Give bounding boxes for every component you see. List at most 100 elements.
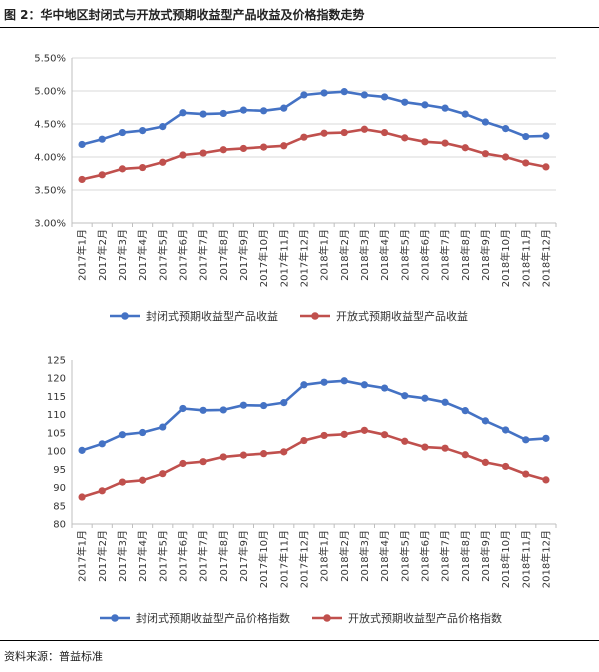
yield-x-tick-label: 2018年8月	[459, 229, 472, 281]
index-series-1-point	[138, 428, 147, 437]
index-series-1-point	[159, 423, 167, 431]
yield-legend-swatch-marker	[311, 312, 319, 320]
yield-series-1-point	[481, 118, 490, 126]
yield-x-tick-label: 2018年5月	[398, 229, 411, 281]
index-series-2-point	[421, 443, 429, 451]
index-series-2-point	[199, 458, 207, 466]
yield-series-2-point	[138, 163, 147, 172]
index-series-1-point	[421, 394, 429, 402]
index-series-2-point	[78, 493, 86, 501]
yield-x-tick-label: 2018年2月	[338, 229, 351, 281]
index-series-2-point	[280, 448, 288, 456]
index-series-1-point	[118, 431, 127, 439]
index-x-tick-label: 2018年7月	[439, 530, 452, 582]
yield-series-1-point	[259, 107, 268, 115]
yield-x-tick-label: 2017年2月	[96, 229, 109, 281]
index-legend-label: 封闭式预期收益型产品价格指数	[136, 611, 290, 625]
index-series-2-point	[441, 444, 449, 452]
yield-series-2-point	[98, 171, 106, 179]
yield-x-tick-label: 2017年9月	[237, 229, 250, 281]
yield-series-2-point	[159, 158, 167, 166]
index-series-2-point	[401, 437, 409, 445]
index-series-1-point	[78, 446, 86, 454]
index-series-2-point	[360, 426, 369, 434]
yield-legend-label: 开放式预期收益型产品收益	[336, 309, 468, 323]
yield-series-1-point	[320, 89, 328, 97]
yield-line-chart: 3.00% 3.50% 4.00% 4.50% 5.00% 5.50% 2017年1月 201…	[34, 54, 557, 323]
index-series-2-point	[159, 470, 167, 478]
index-x-tick-label: 2017年5月	[156, 530, 169, 582]
index-x-tick-label: 2018年5月	[398, 530, 411, 582]
yield-x-tick-label: 2018年7月	[439, 229, 452, 281]
index-series-1-point	[461, 407, 469, 415]
yield-y-tick-label: 4.00%	[34, 153, 66, 164]
index-series-1-point	[360, 381, 369, 389]
index-x-tick-label: 2018年11月	[519, 530, 532, 588]
yield-series-1-point	[199, 110, 207, 118]
yield-series-2-point	[280, 142, 288, 150]
yield-series-1-point	[542, 132, 550, 140]
yield-x-tick-label: 2018年11月	[519, 229, 532, 287]
price-index-line-chart: 80 85 90 95 100 105 110 115 120 125 2017年1月 2017年2月…	[47, 356, 557, 625]
index-series-2-point	[179, 459, 187, 468]
yield-x-tick-label: 2017年8月	[217, 229, 230, 281]
yield-series-2-point	[441, 139, 449, 147]
yield-y-tick-label: 5.50%	[34, 54, 66, 65]
yield-x-tick-label: 2018年4月	[378, 229, 391, 281]
index-series-2-point	[320, 431, 328, 440]
yield-legend-swatch-marker	[121, 312, 129, 320]
yield-x-tick-label: 2018年6月	[418, 229, 431, 281]
index-series-2-point	[300, 436, 308, 445]
index-series-2-point	[98, 487, 106, 495]
yield-series-2-point	[179, 151, 187, 159]
index-y-tick-label: 115	[47, 392, 66, 403]
yield-series-2-point	[461, 144, 469, 152]
index-series-2-point	[522, 470, 530, 478]
index-x-tick-label: 2017年3月	[116, 530, 129, 582]
yield-x-tick-label: 2018年9月	[479, 229, 492, 281]
yield-y-tick-label: 3.00%	[34, 219, 66, 230]
yield-series-2-point	[239, 144, 248, 153]
index-y-tick-label: 90	[53, 483, 66, 494]
index-x-tick-label: 2017年11月	[277, 530, 290, 588]
index-series-1-point	[340, 377, 348, 385]
index-series-1-point	[320, 378, 328, 386]
yield-y-tick-label: 5.00%	[34, 87, 66, 98]
source-note: 资料来源：普益标准	[4, 650, 103, 663]
yield-x-tick-label: 2017年7月	[197, 229, 210, 281]
index-legend-label: 开放式预期收益型产品价格指数	[348, 611, 502, 625]
index-x-tick-label: 2017年10月	[257, 530, 270, 588]
yield-x-tick-label: 2017年3月	[116, 229, 129, 281]
index-series-1-point	[199, 406, 207, 414]
index-y-tick-label: 120	[47, 374, 66, 385]
yield-legend-item-1: 封闭式预期收益型产品收益	[110, 309, 278, 323]
index-series-2-line	[80, 429, 548, 499]
yield-series-1-point	[441, 104, 449, 112]
index-legend-swatch-marker	[111, 614, 119, 622]
yield-series-2-point	[401, 134, 409, 142]
index-y-tick-label: 80	[53, 520, 66, 531]
yield-x-tick-label: 2017年1月	[76, 229, 89, 281]
index-y-tick-label: 105	[47, 428, 66, 439]
index-x-tick-label: 2018年6月	[418, 530, 431, 582]
yield-y-tick-label: 3.50%	[34, 186, 66, 197]
yield-series-2-point	[542, 163, 550, 171]
index-x-tick-label: 2017年2月	[96, 530, 109, 582]
index-x-tick-label: 2017年4月	[136, 530, 149, 582]
yield-series-2-point	[259, 143, 268, 151]
index-series-2-point	[118, 478, 127, 486]
index-x-tick-label: 2018年10月	[499, 530, 512, 588]
yield-series-2-point	[340, 128, 348, 137]
bottom-rule	[0, 640, 599, 641]
index-y-tick-label: 85	[53, 501, 66, 512]
yield-series-2-point	[522, 159, 530, 167]
yield-series-2-point	[219, 146, 227, 154]
index-series-1-point	[179, 404, 187, 413]
yield-series-1-point	[522, 132, 530, 141]
index-x-tick-label: 2017年8月	[217, 530, 230, 582]
yield-series-1-point	[300, 91, 308, 99]
yield-series-1-point	[340, 88, 348, 96]
yield-series-1-point	[461, 110, 469, 118]
yield-y-tick-label: 4.50%	[34, 120, 66, 131]
